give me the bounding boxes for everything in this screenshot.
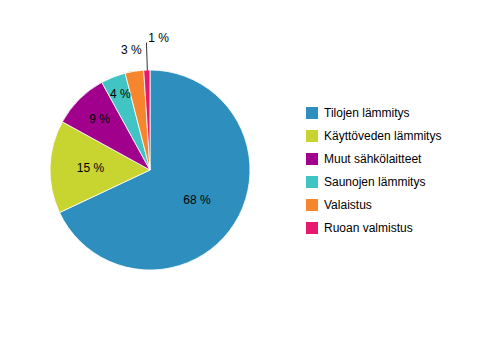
- svg-text:1 %: 1 %: [148, 31, 169, 45]
- svg-text:4 %: 4 %: [110, 87, 131, 101]
- svg-text:3 %: 3 %: [121, 43, 142, 57]
- html-text:Käyttöveden lämmitys: Käyttöveden lämmitys: [324, 128, 442, 143]
- html-text:Valaistus: Valaistus: [324, 197, 372, 212]
- svg-text:9 %: 9 %: [89, 112, 110, 126]
- svg-text:15 %: 15 %: [77, 161, 105, 175]
- svg-text:68 %: 68 %: [183, 193, 211, 207]
- html-text:Muut sähkölaitteet: Muut sähkölaitteet: [324, 151, 422, 166]
- html-text:Saunojen lämmitys: Saunojen lämmitys: [324, 174, 426, 189]
- html-text:Ruoan valmistus: Ruoan valmistus: [324, 220, 413, 235]
- html-text:Tilojen lämmitys: Tilojen lämmitys: [324, 105, 410, 120]
